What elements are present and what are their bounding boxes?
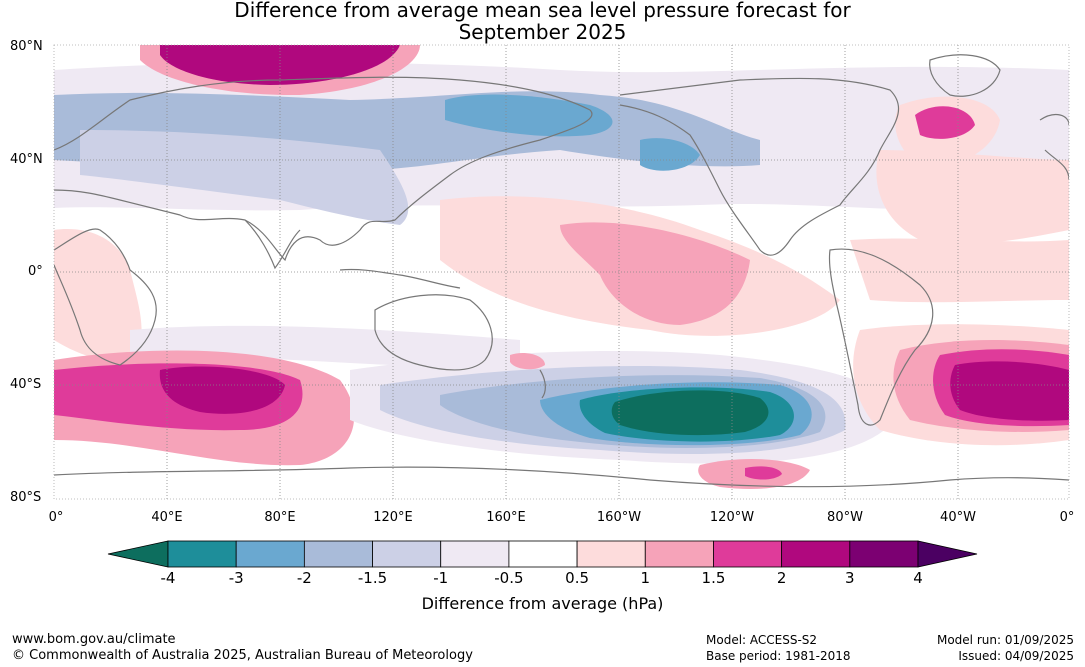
map-title-line1: Difference from average mean sea level p… [234, 0, 851, 22]
lon-label-40w: 40°W [940, 510, 976, 525]
colorbar-tick-label: -4 [160, 569, 176, 587]
coast-south-america [828, 248, 934, 426]
footer-issued: Issued: 04/09/2025 [958, 649, 1074, 663]
lon-label-80w: 80°W [827, 510, 863, 525]
map-title-line2: September 2025 [458, 20, 627, 44]
lon-label-120w: 120°W [709, 510, 755, 525]
coast-europe-west [1039, 113, 1069, 181]
atlantic-magenta [915, 106, 975, 139]
colorbar-swatch [576, 540, 646, 568]
colorbar-tick-label: 1.5 [701, 569, 726, 587]
indian-ocean-pale [130, 325, 520, 370]
asia-pale-band [80, 130, 409, 225]
anomaly-fields [54, 45, 1069, 489]
coast-greenland [929, 54, 1001, 97]
colorbar-tick-label: -1 [433, 569, 449, 587]
colorbar-tick-label: 4 [913, 569, 923, 587]
lat-label-40s: 40°S [10, 377, 42, 392]
colorbar-extend-high [917, 540, 978, 568]
colorbar-tick-label: -2 [296, 569, 312, 587]
colorbar-swatch [167, 540, 237, 568]
lon-label-160e: 160°E [486, 510, 526, 525]
map-border [53, 44, 1070, 500]
footer-model: Model: ACCESS-S2 [706, 633, 818, 647]
antarctic-magenta [745, 466, 782, 480]
footer-copyright: © Commonwealth of Australia 2025, Austra… [12, 648, 473, 663]
coast-new-zealand [539, 369, 546, 399]
coast-india [244, 219, 301, 270]
footer-base-period: Base period: 1981-2018 [706, 649, 851, 663]
na-east-pink [876, 150, 1069, 245]
coast-antarctica [54, 466, 1069, 488]
colorbar-label: Difference from average (hPa) [421, 594, 664, 613]
coast-australia [374, 294, 493, 371]
colorbar-tick-label: -1.5 [357, 569, 388, 587]
lon-label-160w: 160°W [596, 510, 642, 525]
colorbar-tick-label: 1 [640, 569, 651, 587]
lat-label-80s: 80°S [10, 490, 42, 505]
lon-label-80e: 80°E [264, 510, 296, 525]
colorbar-tick-label: -3 [228, 569, 244, 587]
footer-model-run: Model run: 01/09/2025 [936, 633, 1074, 647]
colorbar [107, 540, 978, 568]
lat-label-40n: 40°N [10, 152, 43, 167]
south-indian-purple [159, 366, 285, 414]
colorbar-swatch [235, 540, 305, 568]
alaska-blue-core [640, 138, 700, 171]
coast-africa [54, 228, 157, 366]
colorbar-swatch [440, 540, 510, 568]
southern-ocean-dark-teal [611, 390, 769, 436]
lon-label-0: 0° [48, 510, 64, 525]
colorbar-swatch [644, 540, 714, 568]
coast-indonesia [339, 268, 461, 289]
colorbar-tick-label: 0.5 [565, 569, 590, 587]
south-pacific-pink-patch [510, 353, 545, 370]
colorbar-tick-label: -0.5 [494, 569, 524, 587]
lon-label-120e: 120°E [373, 510, 413, 525]
colorbar-swatch [781, 540, 851, 568]
colorbar-tick-label: 3 [845, 569, 855, 587]
colorbar-swatch [508, 540, 578, 568]
colorbar-swatch [849, 540, 919, 568]
lon-label-40e: 40°E [151, 510, 183, 525]
coast-europe-asia [54, 76, 593, 262]
colorbar-swatch [372, 540, 442, 568]
graticule [54, 45, 1069, 499]
coastlines [54, 54, 1069, 488]
lon-label-0-east: 0° [1059, 510, 1075, 525]
colorbar-tick-label: 2 [776, 569, 787, 587]
lat-label-80n: 80°N [10, 39, 43, 54]
southam-pink [850, 238, 1069, 303]
south-atlantic-purple [950, 361, 1069, 421]
colorbar-swatch [303, 540, 373, 568]
colorbar-extend-low [107, 540, 169, 568]
tropical-pacific-rose [560, 222, 750, 325]
map-frame [54, 45, 1069, 499]
lat-label-equator: 0° [28, 264, 43, 279]
coast-north-america [619, 77, 900, 256]
npac-blue-core [445, 94, 613, 137]
siberia-magenta [160, 45, 400, 85]
africa-pink [54, 229, 142, 361]
footer-url[interactable]: www.bom.gov.au/climate [12, 632, 176, 647]
colorbar-swatch [713, 540, 783, 568]
